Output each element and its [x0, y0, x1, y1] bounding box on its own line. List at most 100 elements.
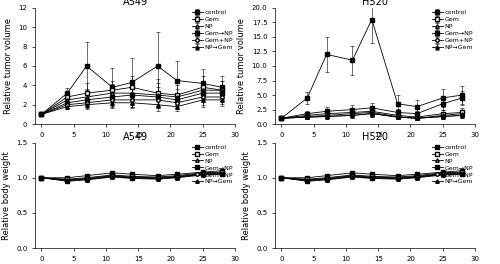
- NP: [278, 176, 284, 179]
- Gem→NP: [278, 176, 284, 179]
- Gem+NP: [440, 173, 446, 176]
- Title: H520: H520: [362, 0, 388, 7]
- Gem: [219, 171, 225, 174]
- control: [324, 174, 330, 177]
- Gem+NP: [200, 173, 205, 176]
- NP: [324, 177, 330, 180]
- NP: [200, 172, 205, 175]
- control: [174, 173, 180, 176]
- control: [414, 173, 420, 176]
- NP→Gem: [394, 178, 400, 181]
- NP: [350, 174, 356, 177]
- Gem→NP: [84, 178, 89, 181]
- Gem→NP: [350, 175, 356, 178]
- NP→Gem: [64, 180, 70, 183]
- control: [459, 169, 465, 172]
- Gem: [84, 176, 89, 179]
- Gem: [38, 176, 44, 179]
- Gem: [369, 175, 375, 178]
- Gem→NP: [440, 173, 446, 176]
- NP: [154, 176, 160, 179]
- Gem→NP: [324, 178, 330, 181]
- NP: [369, 176, 375, 179]
- control: [110, 171, 116, 175]
- Gem→NP: [154, 177, 160, 180]
- NP→Gem: [84, 178, 89, 181]
- Y-axis label: Relative body weight: Relative body weight: [2, 151, 11, 240]
- NP→Gem: [324, 178, 330, 181]
- Gem: [304, 178, 310, 181]
- NP→Gem: [174, 176, 180, 179]
- Gem: [394, 176, 400, 179]
- control: [219, 169, 225, 172]
- Gem+NP: [414, 176, 420, 179]
- Gem: [459, 171, 465, 174]
- Gem+NP: [394, 177, 400, 180]
- control: [154, 174, 160, 177]
- Line: Gem→NP: Gem→NP: [40, 172, 224, 182]
- Title: H520: H520: [362, 132, 388, 142]
- NP: [219, 171, 225, 175]
- Title: A549: A549: [122, 132, 148, 142]
- Gem: [64, 178, 70, 181]
- Gem→NP: [64, 179, 70, 182]
- Y-axis label: Relative body weight: Relative body weight: [242, 151, 250, 240]
- Gem→NP: [304, 179, 310, 182]
- Gem→NP: [110, 175, 116, 178]
- control: [394, 174, 400, 177]
- Gem→NP: [414, 176, 420, 179]
- Line: Gem+NP: Gem+NP: [40, 172, 224, 182]
- control: [440, 171, 446, 174]
- Gem: [110, 173, 116, 177]
- Line: Gem→NP: Gem→NP: [280, 172, 464, 182]
- NP: [304, 178, 310, 181]
- Gem+NP: [304, 179, 310, 182]
- Gem: [174, 174, 180, 177]
- NP→Gem: [414, 176, 420, 179]
- Gem→NP: [129, 176, 135, 179]
- Legend: control, Gem, NP, Gem→NP, Gem+NP, NP→Gem: control, Gem, NP, Gem→NP, Gem+NP, NP→Gem: [430, 8, 474, 51]
- Line: control: control: [280, 169, 464, 180]
- Gem: [324, 176, 330, 179]
- Gem→NP: [174, 176, 180, 179]
- Gem+NP: [129, 176, 135, 179]
- control: [129, 173, 135, 176]
- NP→Gem: [38, 176, 44, 179]
- Line: NP: NP: [280, 171, 464, 182]
- Gem: [278, 176, 284, 179]
- NP→Gem: [459, 173, 465, 176]
- Gem: [129, 175, 135, 178]
- control: [350, 171, 356, 175]
- control: [278, 176, 284, 179]
- control: [200, 171, 205, 174]
- Gem: [440, 171, 446, 175]
- Line: NP→Gem: NP→Gem: [280, 172, 464, 183]
- NP→Gem: [200, 173, 205, 177]
- NP: [110, 174, 116, 177]
- control: [369, 173, 375, 176]
- Gem: [154, 176, 160, 179]
- Gem+NP: [110, 175, 116, 178]
- X-axis label: Day: Day: [366, 143, 384, 152]
- NP→Gem: [219, 173, 225, 176]
- NP→Gem: [129, 177, 135, 180]
- NP: [459, 171, 465, 175]
- NP→Gem: [154, 178, 160, 181]
- Title: A549: A549: [122, 0, 148, 7]
- Gem+NP: [154, 177, 160, 180]
- NP→Gem: [110, 176, 116, 179]
- Gem+NP: [350, 175, 356, 178]
- NP: [174, 175, 180, 178]
- NP→Gem: [369, 177, 375, 180]
- Gem→NP: [200, 173, 205, 176]
- NP: [394, 176, 400, 179]
- NP: [414, 175, 420, 178]
- control: [304, 176, 310, 179]
- Gem+NP: [64, 179, 70, 182]
- NP→Gem: [304, 180, 310, 183]
- Legend: control, Gem, NP, Gem→NP, Gem+NP, NP→Gem: control, Gem, NP, Gem→NP, Gem+NP, NP→Gem: [190, 8, 234, 51]
- X-axis label: Day: Day: [126, 143, 144, 152]
- Y-axis label: Relative tumor volume: Relative tumor volume: [237, 18, 246, 114]
- control: [38, 176, 44, 179]
- Gem+NP: [174, 176, 180, 179]
